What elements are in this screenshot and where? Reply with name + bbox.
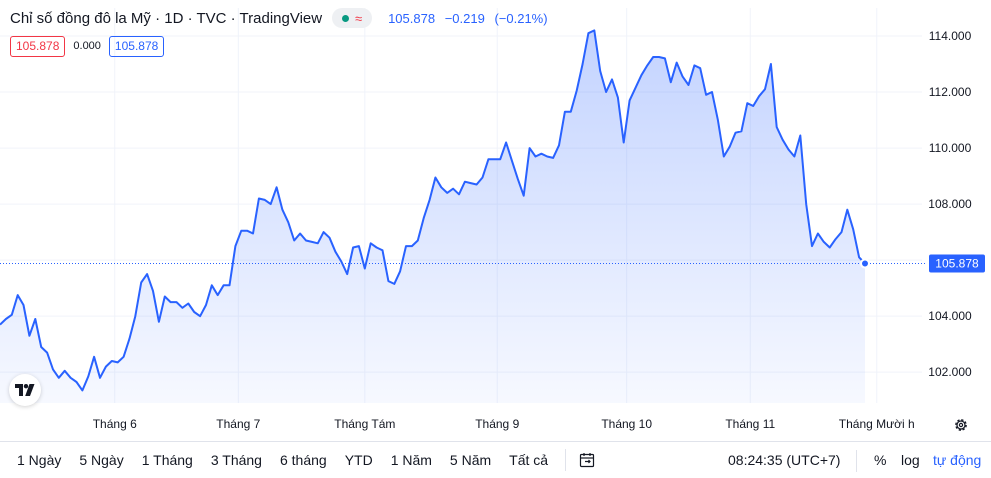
timezone-clock[interactable]: 08:24:35 (UTC+7) xyxy=(728,452,841,468)
x-tick-label: Tháng 11 xyxy=(725,417,775,431)
x-tick-label: Tháng 10 xyxy=(601,417,652,431)
market-open-dot-icon xyxy=(342,14,349,22)
auto-scale-toggle[interactable]: tự động xyxy=(933,452,982,468)
range-6m-button[interactable]: 6 tháng xyxy=(279,452,327,468)
range-ytd-button[interactable]: YTD xyxy=(344,452,373,468)
chart-settings-gear-icon[interactable] xyxy=(951,415,971,435)
x-tick-label: Tháng Tám xyxy=(334,417,395,431)
range-1m-button[interactable]: 1 Tháng xyxy=(141,452,193,468)
quote-readout: 105.878 −0.219 (−0.21%) xyxy=(388,11,548,26)
price-axis[interactable]: 102.000104.000106.000108.000110.000112.0… xyxy=(928,29,972,379)
time-axis[interactable]: Tháng 6 Tháng 7 Tháng Tám Tháng 9 Tháng 10 Th… xyxy=(93,417,915,431)
percent-scale-toggle[interactable]: % xyxy=(874,452,887,468)
price-area-fill xyxy=(0,30,865,404)
toolbar-divider xyxy=(565,449,567,471)
log-scale-toggle[interactable]: log xyxy=(901,452,920,468)
tradingview-logo-icon[interactable] xyxy=(9,374,41,406)
bottom-toolbar: 1 Ngày 5 Ngày 1 Tháng 3 Tháng 6 tháng YT… xyxy=(0,441,991,478)
go-to-date-icon[interactable] xyxy=(576,449,598,471)
price-line-series xyxy=(0,29,866,392)
x-tick-label: Tháng 7 xyxy=(216,417,260,431)
x-tick-label: Tháng 9 xyxy=(475,417,519,431)
price-change: −0.219 xyxy=(444,10,485,26)
range-5d-button[interactable]: 5 Ngày xyxy=(79,452,124,468)
last-price-label: 105.878 xyxy=(929,254,985,273)
y-tick-label: 110.000 xyxy=(929,141,972,155)
toolbar-divider-right xyxy=(856,450,857,472)
price-chart[interactable]: 102.000104.000106.000108.000110.000112.0… xyxy=(0,0,991,441)
y-tick-label: 114.000 xyxy=(929,29,972,43)
y-tick-label: 112.000 xyxy=(929,85,972,99)
last-price: 105.878 xyxy=(388,10,436,26)
symbol-title[interactable]: Chỉ số đồng đô la Mỹ · 1D · TVC · Tradin… xyxy=(10,9,323,27)
range-all-button[interactable]: Tất cả xyxy=(509,452,549,468)
y-tick-label: 104.000 xyxy=(928,309,972,323)
range-1d-button[interactable]: 1 Ngày xyxy=(17,452,62,468)
svg-text:105.878: 105.878 xyxy=(935,257,979,271)
trade-buttons: 105.878 0.000 105.878 xyxy=(10,35,165,57)
market-status-pill[interactable]: ≈ xyxy=(332,8,373,28)
x-tick-label: Tháng Mười h xyxy=(839,417,915,431)
y-tick-label: 102.000 xyxy=(928,365,972,379)
y-tick-label: 108.000 xyxy=(928,197,972,211)
chart-header: Chỉ số đồng đô la Mỹ · 1D · TVC · Tradin… xyxy=(10,6,548,30)
buy-button[interactable]: 105.878 xyxy=(108,35,165,57)
price-change-percent: (−0.21%) xyxy=(494,10,548,26)
last-price-marker xyxy=(860,258,870,269)
range-1y-button[interactable]: 1 Năm xyxy=(390,452,432,468)
sell-button[interactable]: 105.878 xyxy=(10,35,66,57)
range-3m-button[interactable]: 3 Tháng xyxy=(210,452,262,468)
x-tick-label: Tháng 6 xyxy=(93,417,137,431)
delayed-data-icon: ≈ xyxy=(355,10,363,26)
range-5y-button[interactable]: 5 Năm xyxy=(449,452,492,468)
spread-value: 0.000 xyxy=(73,40,101,52)
